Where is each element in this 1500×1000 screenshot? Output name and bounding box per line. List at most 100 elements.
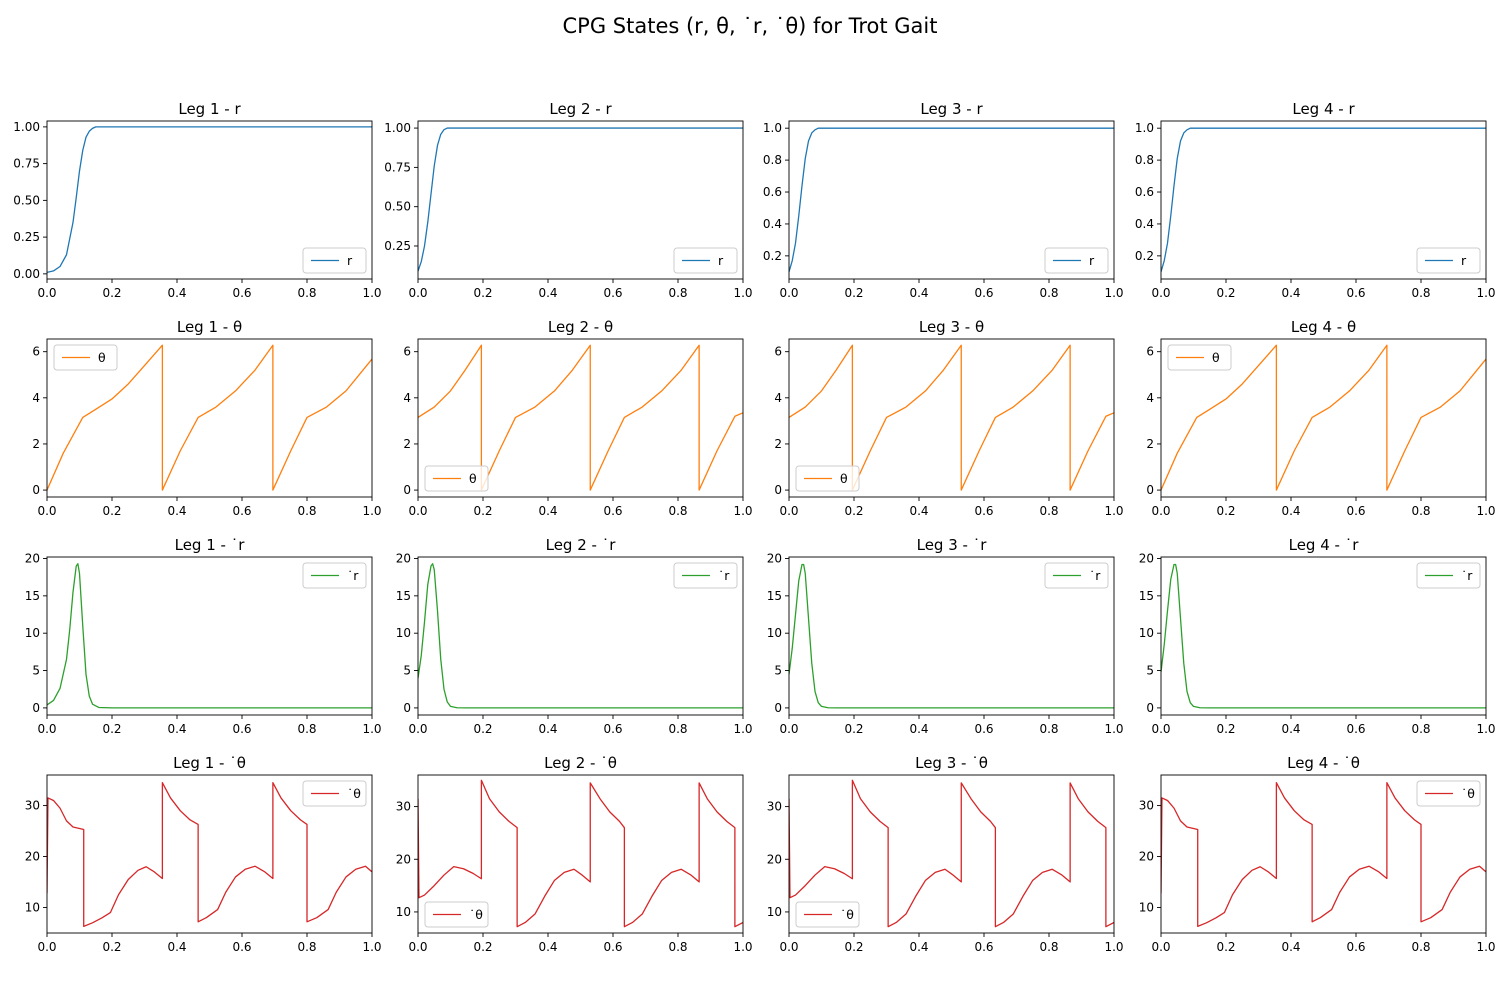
- x-tick-label: 0.6: [603, 504, 622, 518]
- y-tick-label: 15: [396, 589, 411, 603]
- legend-label: ˙r: [1461, 568, 1473, 583]
- subplot-title: Leg 1 - r: [178, 100, 241, 118]
- subplot-title: Leg 3 - r: [920, 100, 983, 118]
- series-line-θ: [1161, 344, 1486, 491]
- x-tick-label: 0.8: [297, 940, 316, 954]
- x-tick-label: 0.4: [1281, 940, 1300, 954]
- y-tick-label: 1.00: [13, 120, 40, 134]
- series-line-θ: [47, 344, 372, 491]
- x-tick-label: 0.6: [974, 504, 993, 518]
- axes-frame: [417, 120, 744, 280]
- legend: θ: [424, 465, 489, 492]
- x-tick-label: 0.0: [779, 722, 798, 736]
- series-line-θ: [789, 344, 1114, 491]
- x-tick-label: 0.2: [844, 722, 863, 736]
- axes-frame: [1160, 338, 1487, 498]
- y-tick-label: 0.2: [763, 249, 782, 263]
- subplot-12: Leg 4 - ˙r 0.0 0.2 0.4 0.6 0.8 1.0 0 5 10 15 20 ˙r: [1139, 536, 1496, 736]
- x-tick-label: 0.2: [473, 504, 492, 518]
- legend: ˙θ: [795, 901, 860, 928]
- x-tick-label: 0.6: [974, 940, 993, 954]
- axes-frame: [417, 338, 744, 498]
- x-tick-label: 0.8: [1411, 286, 1430, 300]
- y-tick-label: 0.25: [384, 239, 411, 253]
- legend-label: θ: [1212, 350, 1220, 365]
- x-tick-label: 0.8: [297, 504, 316, 518]
- y-tick-label: 10: [25, 626, 40, 640]
- x-tick-label: 0.8: [668, 504, 687, 518]
- legend-label: ˙r: [1089, 568, 1101, 583]
- x-tick-label: 0.4: [167, 286, 186, 300]
- legend: θ: [53, 344, 118, 371]
- y-tick-label: 0.75: [384, 160, 411, 174]
- subplot-title: Leg 3 - ˙θ: [915, 754, 988, 772]
- legend: ˙r: [673, 562, 738, 589]
- x-tick-label: 0.8: [668, 722, 687, 736]
- y-tick-label: 0: [774, 483, 782, 497]
- subplot-14: Leg 2 - ˙θ 0.0 0.2 0.4 0.6 0.8 1.0 10 20 30 ˙θ: [396, 754, 753, 954]
- subplot-title: Leg 2 - ˙r: [546, 536, 617, 554]
- x-tick-label: 0.2: [102, 722, 121, 736]
- y-tick-label: 0: [1146, 483, 1154, 497]
- x-tick-label: 0.4: [538, 940, 557, 954]
- x-tick-label: 1.0: [1476, 940, 1495, 954]
- y-tick-label: 0.8: [1135, 153, 1154, 167]
- y-tick-label: 10: [767, 905, 782, 919]
- x-tick-label: 0.8: [1411, 940, 1430, 954]
- legend: ˙r: [302, 562, 367, 589]
- legend: r: [1416, 247, 1481, 274]
- legend-label: ˙θ: [347, 786, 361, 801]
- x-tick-label: 1.0: [1476, 286, 1495, 300]
- subplot-title: Leg 2 - r: [549, 100, 612, 118]
- axes-frame: [417, 774, 744, 934]
- series-line-θ: [418, 344, 743, 491]
- y-tick-label: 4: [32, 391, 40, 405]
- x-tick-label: 1.0: [362, 504, 381, 518]
- subplot-16: Leg 4 - ˙θ 0.0 0.2 0.4 0.6 0.8 1.0 10 20 30 ˙θ: [1139, 754, 1496, 954]
- y-tick-label: 0: [403, 701, 411, 715]
- y-tick-label: 20: [25, 850, 40, 864]
- x-tick-label: 0.8: [1039, 286, 1058, 300]
- x-tick-label: 0.8: [1039, 722, 1058, 736]
- subplot-1: Leg 1 - r 0.0 0.2 0.4 0.6 0.8 1.0 0.00 0.25 0.50 0…: [13, 100, 381, 300]
- x-tick-label: 0.6: [232, 286, 251, 300]
- x-tick-label: 0.2: [1216, 940, 1235, 954]
- axes-frame: [788, 120, 1115, 280]
- axes-frame: [46, 774, 373, 934]
- x-tick-label: 0.0: [1151, 286, 1170, 300]
- series-line-˙θ: [418, 779, 743, 928]
- subplot-title: Leg 3 - θ: [919, 318, 984, 336]
- subplot-title: Leg 1 - ˙r: [175, 536, 246, 554]
- subplot-15: Leg 3 - ˙θ 0.0 0.2 0.4 0.6 0.8 1.0 10 20 30 ˙θ: [767, 754, 1124, 954]
- series-line-˙θ: [47, 782, 372, 928]
- x-tick-label: 0.6: [974, 286, 993, 300]
- x-tick-label: 0.4: [909, 286, 928, 300]
- x-tick-label: 0.2: [102, 940, 121, 954]
- subplot-5: Leg 1 - θ 0.0 0.2 0.4 0.6 0.8 1.0 0 2 4 6 θ: [32, 318, 381, 518]
- x-tick-label: 1.0: [362, 286, 381, 300]
- legend-label: θ: [840, 471, 848, 486]
- x-tick-label: 0.0: [408, 940, 427, 954]
- legend-label: r: [718, 253, 724, 268]
- y-tick-label: 20: [1139, 850, 1154, 864]
- legend: θ: [1167, 344, 1232, 371]
- x-tick-label: 0.4: [909, 940, 928, 954]
- y-tick-label: 0.2: [1135, 249, 1154, 263]
- x-tick-label: 1.0: [1104, 286, 1123, 300]
- y-tick-label: 0.6: [1135, 185, 1154, 199]
- y-tick-label: 15: [767, 589, 782, 603]
- x-tick-label: 0.6: [603, 722, 622, 736]
- x-tick-label: 0.0: [779, 286, 798, 300]
- y-tick-label: 0: [32, 701, 40, 715]
- y-tick-label: 4: [1146, 391, 1154, 405]
- x-tick-label: 0.6: [232, 722, 251, 736]
- legend-label: θ: [469, 471, 477, 486]
- y-tick-label: 20: [396, 551, 411, 565]
- y-tick-label: 6: [1146, 345, 1154, 359]
- legend: ˙r: [1044, 562, 1109, 589]
- subplot-6: Leg 2 - θ 0.0 0.2 0.4 0.6 0.8 1.0 0 2 4 6 θ: [403, 318, 752, 518]
- x-tick-label: 1.0: [1476, 722, 1495, 736]
- x-tick-label: 0.4: [538, 286, 557, 300]
- y-tick-label: 20: [396, 852, 411, 866]
- y-tick-label: 10: [396, 905, 411, 919]
